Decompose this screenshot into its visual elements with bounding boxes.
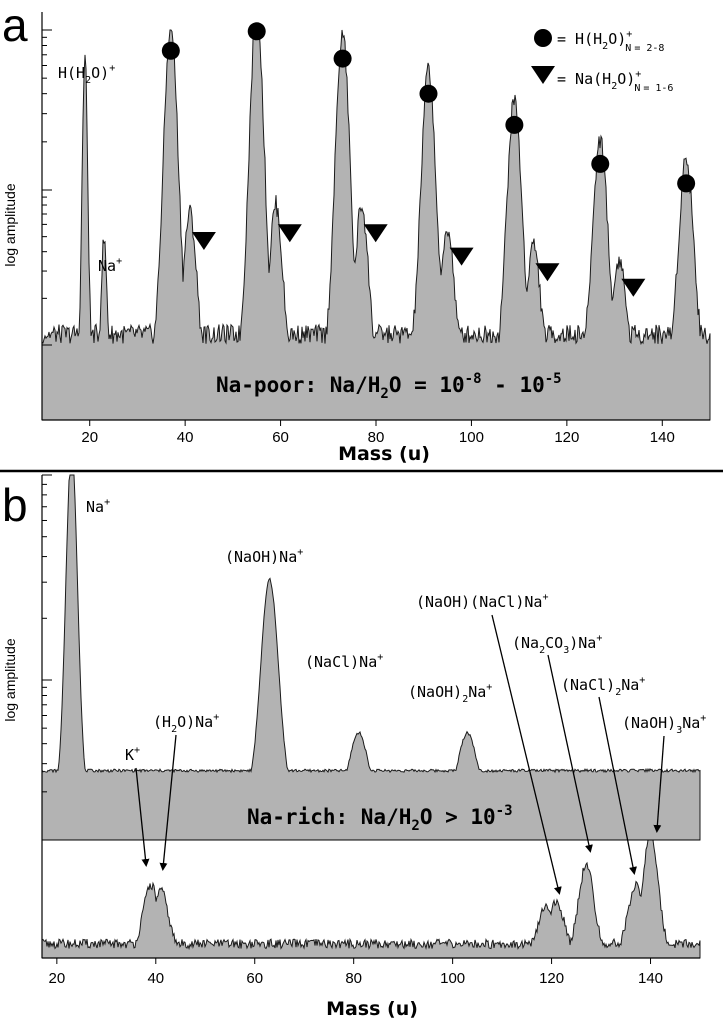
peak-marker-circle (419, 84, 438, 103)
peak-marker-triangle (449, 247, 474, 266)
panel-b-regime-label: Na-rich: Na/H2O > 10-3 (247, 803, 513, 834)
panel-a-x-axis-label: Mass (u) (338, 443, 430, 465)
panel-b-x-tick-label: 100 (440, 970, 465, 987)
panel-letter-b: b (2, 479, 28, 531)
panel-b-upper-spectrum-area (41, 474, 701, 841)
panel-a-spectrum-area (41, 29, 711, 421)
peak-marker-circle (591, 154, 610, 173)
peak-marker-circle (247, 22, 266, 41)
panel-a-y-axis-label: log amplitude (2, 183, 18, 266)
panel-b-x-tick-label: 140 (638, 970, 663, 987)
panel-a-legend: = H(H2O)+ N = 2-8 = Na(H2O)+ N = 1-6 (531, 29, 673, 94)
arrow-naoh3-na (653, 735, 665, 833)
peak-marker-circle (161, 41, 180, 60)
panel-b-label-naoh-na: (NaOH)Na+ (225, 547, 303, 566)
panel-a-regime-label: Na-poor: Na/H2O = 10-8 - 10-5 (216, 371, 562, 402)
legend-entry-na-h2o: = Na(H2O)+ N = 1-6 (557, 69, 673, 94)
peak-marker-triangle (277, 224, 302, 243)
panel-b-y-axis-label: log amplitude (2, 638, 18, 721)
legend-entry-h-h2o: = H(H2O)+ N = 2-8 (557, 29, 664, 54)
panel-b-label-h2o-na: (H2O)Na+ (153, 712, 219, 735)
panel-a-x-tick-label: 80 (368, 429, 385, 446)
panel-a-x-ticks: 20 40 60 80 100 120 140 (81, 420, 675, 446)
panel-a-x-tick-label: 40 (177, 429, 194, 446)
panel-b-y-ticks (42, 474, 52, 841)
panel-b-label-nacl-na: (NaCl)Na+ (305, 652, 383, 671)
panel-b-x-tick-label: 80 (345, 970, 362, 987)
legend-circle-marker (534, 29, 552, 47)
panel-b-label-na2co3-na: (Na2CO3)Na+ (512, 633, 602, 656)
arrow-h2o-na (159, 734, 177, 871)
panel-b-x-ticks: 20 40 60 80 100 120 140 (48, 958, 663, 987)
panel-b-x-tick-label: 120 (539, 970, 564, 987)
panel-b-label-naoh2-na: (NaOH)2Na+ (408, 682, 492, 705)
panel-letter-a: a (2, 0, 28, 51)
panel-b-label-na: Na+ (86, 497, 110, 516)
arrow-k (135, 767, 150, 867)
panel-b-label-naoh3-na: (NaOH)3Na+ (622, 713, 706, 736)
panel-b: 20 40 60 80 100 120 140 log amplitude Mass (u)… (2, 474, 706, 1020)
peak-marker-circle (505, 115, 524, 134)
panel-a-x-tick-label: 60 (272, 429, 289, 446)
peak-marker-circle (677, 174, 696, 193)
arrow-na2co3-na (547, 654, 593, 853)
arrow-nacl2-na (598, 696, 637, 875)
panel-a-label-na: Na+ (98, 256, 122, 275)
legend-triangle-marker (531, 66, 555, 84)
panel-b-lower-spectrum-area (41, 839, 701, 959)
peak-marker-triangle (363, 224, 388, 243)
panel-a-y-ticks (42, 29, 52, 346)
panel-a: 20 40 60 80 100 120 140 log amplitude Mass (u)… (2, 12, 711, 465)
panel-b-label-nacl2-na: (NaCl)2Na+ (561, 675, 645, 698)
panel-a-x-tick-label: 100 (459, 429, 484, 446)
panel-a-x-tick-label: 140 (650, 429, 675, 446)
panel-b-x-tick-label: 60 (246, 970, 263, 987)
peak-marker-circle (333, 49, 352, 68)
panel-b-x-tick-label: 40 (147, 970, 164, 987)
panel-a-x-tick-label: 120 (554, 429, 579, 446)
panel-b-x-axis-label: Mass (u) (326, 998, 418, 1020)
peak-marker-triangle (191, 232, 216, 250)
panel-a-markers (161, 22, 696, 297)
panel-a-label-h-h2o: H(H2O)+ (58, 63, 115, 86)
panel-b-x-tick-label: 20 (48, 970, 65, 987)
panel-b-label-k: K+ (125, 745, 140, 764)
panel-a-x-tick-label: 20 (81, 429, 98, 446)
peak-marker-triangle (621, 278, 646, 297)
arrow-naoh-nacl-na (491, 614, 562, 895)
peak-marker-triangle (535, 263, 560, 282)
panel-b-label-naoh-nacl-na: (NaOH)(NaCl)Na+ (416, 592, 548, 611)
